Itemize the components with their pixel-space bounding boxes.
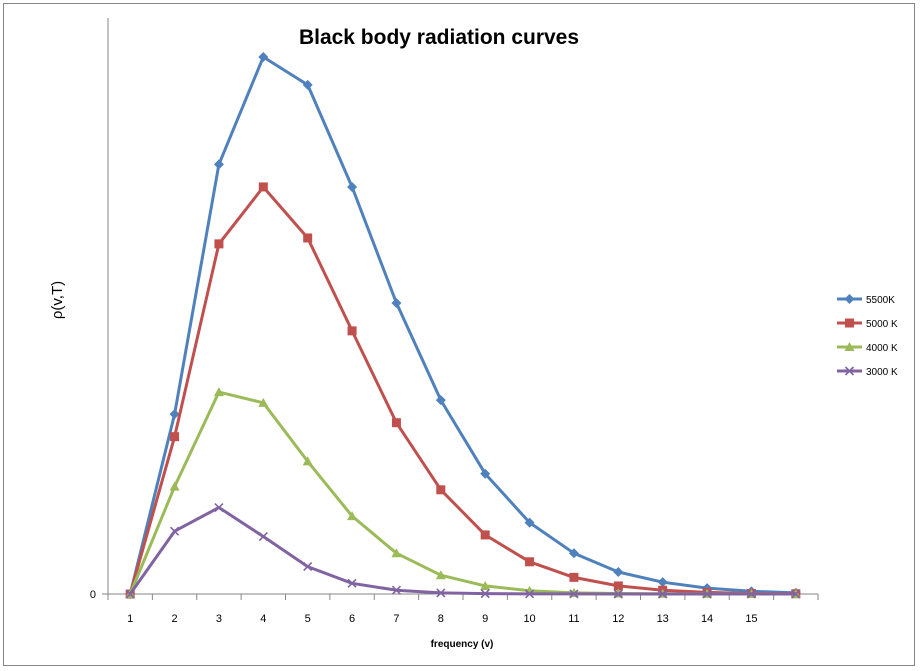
data-point [480,589,490,599]
data-point [436,588,446,598]
data-point [347,578,357,588]
data-point [303,562,313,572]
x-axis-ticks: 1 2 3 4 5 6 7 8 9 10 11 12 13 14 15 [107,594,819,625]
y-axis-label: ρ(v,T) [49,281,66,319]
x-tick-label: 2 [172,613,178,625]
data-point [391,418,401,428]
x-tick-label: 10 [523,613,535,625]
data-point [613,589,623,599]
x-tick-label: 13 [657,613,669,625]
chart-title: Black body radiation curves [299,26,579,49]
series-3 [125,502,801,599]
data-point [391,548,402,558]
x-tick-label: 14 [701,613,713,625]
data-point [169,526,180,536]
x-axis-label: frequency (v) [431,639,494,650]
data-point [569,589,579,599]
data-point [347,181,358,192]
data-point [435,395,446,406]
legend-item: 4000 K [837,342,898,354]
series-line [128,390,796,596]
x-tick-label: 9 [482,613,488,625]
data-point [258,397,269,407]
data-point [213,387,224,397]
legend: 5500K 5000 K 4000 K 3000 K [837,294,898,378]
series-line [128,506,796,596]
series-line [128,55,796,595]
data-point [391,585,402,595]
data-point [613,566,624,577]
data-point [436,485,446,495]
data-point [169,409,180,420]
legend-marker [844,342,855,351]
data-point [746,589,757,599]
data-point [658,589,668,599]
data-point [347,511,358,521]
data-point [791,589,801,599]
data-point [569,572,579,582]
chart-area [3,3,915,666]
data-point [391,297,402,308]
data-point [303,233,313,243]
data-point [302,456,313,466]
data-point [258,52,269,62]
data-point [702,589,712,599]
legend-label: 3000 K [866,367,898,378]
series-line [128,185,796,596]
data-point [613,581,623,591]
y-tick-label-0: 0 [90,589,96,601]
series-1 [125,182,801,599]
legend-marker [844,294,855,304]
legend-marker [844,366,855,376]
data-point [524,589,535,599]
x-tick-label: 3 [216,613,222,625]
data-point [214,502,224,513]
x-tick-label: 6 [349,613,355,625]
data-point [480,530,490,540]
data-point [213,159,224,170]
legend-item: 5000 K [837,318,898,330]
legend-label: 5000 K [866,319,898,330]
x-tick-label: 1 [127,613,133,625]
data-point [214,239,224,249]
x-tick-label: 15 [745,613,757,625]
x-tick-label: 4 [260,613,266,625]
x-tick-label: 5 [305,613,311,625]
x-tick-label: 12 [612,613,624,625]
data-point [568,548,579,559]
series-0 [125,52,801,599]
data-point [525,557,535,567]
plot-series [125,52,801,599]
data-point [258,182,268,192]
legend-item: 5500K [837,294,895,306]
x-tick-label: 7 [393,613,399,625]
data-point [657,577,668,588]
legend-item: 3000 K [837,366,898,378]
series-2 [125,387,801,598]
data-point [480,580,491,590]
data-point [170,432,180,442]
legend-label: 5500K [866,295,895,306]
data-point [302,79,313,90]
data-point [258,531,268,542]
data-point [347,326,357,336]
data-point [480,468,491,479]
x-tick-label: 8 [438,613,444,625]
data-point [435,570,446,580]
x-tick-label: 11 [568,613,579,625]
data-point [524,517,535,528]
legend-label: 4000 K [866,343,898,354]
data-point [169,481,180,491]
legend-marker [845,318,854,328]
data-point [125,589,135,599]
